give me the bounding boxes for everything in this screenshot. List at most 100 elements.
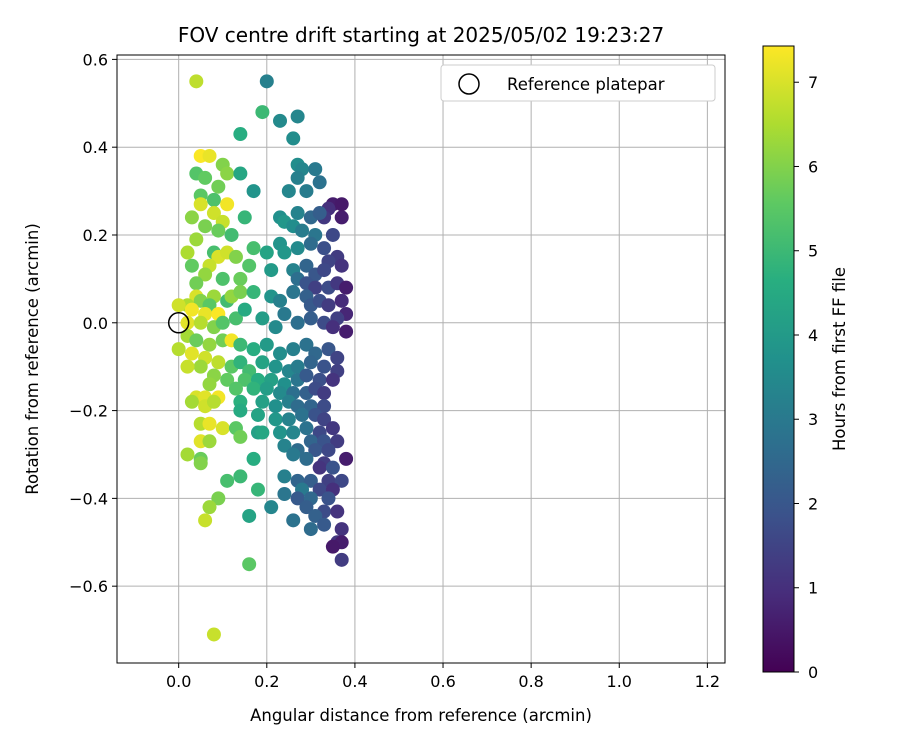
chart-title: FOV centre drift starting at 2025/05/02 … [178, 23, 664, 47]
data-point [290, 359, 305, 374]
data-point [317, 412, 332, 427]
data-point [215, 421, 230, 436]
data-point [233, 271, 248, 286]
data-point [198, 170, 213, 185]
data-point [321, 342, 336, 357]
colorbar-tick-label: 5 [808, 242, 818, 261]
data-point [295, 407, 310, 422]
data-point [255, 355, 270, 370]
data-point [180, 447, 195, 462]
data-point [259, 381, 274, 396]
data-point [325, 227, 340, 242]
data-point [299, 184, 314, 199]
data-point [303, 522, 318, 537]
x-tick-label: 0.4 [342, 672, 367, 691]
data-point [264, 263, 279, 278]
data-point [303, 236, 318, 251]
colorbar-tick-label: 6 [808, 157, 818, 176]
data-point [211, 179, 226, 194]
data-point [273, 386, 288, 401]
data-point [312, 206, 327, 221]
data-point [277, 438, 292, 453]
data-point [259, 337, 274, 352]
data-point [220, 166, 235, 181]
data-point [339, 280, 354, 295]
data-point [290, 241, 305, 256]
data-point [193, 456, 208, 471]
y-tick-label: −0.4 [69, 489, 108, 508]
data-point [312, 460, 327, 475]
data-point [242, 557, 257, 572]
data-point [290, 109, 305, 124]
data-point [246, 285, 261, 300]
data-point [255, 425, 270, 440]
data-point [184, 258, 199, 273]
data-point [281, 184, 296, 199]
data-point [290, 170, 305, 185]
data-point [317, 517, 332, 532]
data-point [325, 539, 340, 554]
legend-marker-reference [458, 73, 480, 95]
data-point [308, 162, 323, 177]
data-point [184, 394, 199, 409]
data-point [273, 113, 288, 128]
data-point [330, 434, 345, 449]
data-point [325, 421, 340, 436]
data-point [299, 337, 314, 352]
data-point [233, 469, 248, 484]
data-point [281, 412, 296, 427]
data-point [224, 227, 239, 242]
data-point [250, 482, 265, 497]
data-point [308, 280, 323, 295]
x-tick-label: 0.0 [166, 672, 191, 691]
data-point [202, 434, 217, 449]
data-point [286, 131, 301, 146]
data-point [202, 337, 217, 352]
data-point [246, 451, 261, 466]
data-point [193, 315, 208, 330]
colorbar-tick-label: 2 [808, 494, 818, 513]
data-point [277, 307, 292, 322]
data-point [180, 245, 195, 260]
data-point [277, 469, 292, 484]
x-tick-label: 1.0 [607, 672, 632, 691]
data-point [215, 315, 230, 330]
data-point [242, 258, 257, 273]
x-tick-label: 1.2 [695, 672, 720, 691]
data-point [255, 394, 270, 409]
data-point [299, 368, 314, 383]
data-point [268, 399, 283, 414]
data-point [189, 74, 204, 89]
data-point [325, 320, 340, 335]
data-point [171, 298, 186, 313]
legend-box [440, 64, 716, 102]
data-point [184, 302, 199, 317]
colorbar-tick-label: 4 [808, 326, 818, 345]
x-axis-ticks: 0.0 0.2 0.4 0.6 0.8 1.0 1.2 [166, 663, 720, 691]
data-point [206, 192, 221, 207]
data-point [242, 508, 257, 523]
data-point [237, 372, 252, 387]
data-point [228, 381, 243, 396]
data-point [312, 482, 327, 497]
data-point [202, 416, 217, 431]
data-point [259, 74, 274, 89]
data-point [299, 421, 314, 436]
colorbar-gradient [762, 45, 795, 673]
data-point [233, 429, 248, 444]
data-point [211, 491, 226, 506]
data-point [299, 500, 314, 515]
data-point [330, 350, 345, 365]
data-point [246, 184, 261, 199]
data-point [237, 302, 252, 317]
y-tick-label: 0.6 [83, 50, 108, 69]
data-point [303, 311, 318, 326]
colorbar: 0 1 2 3 4 5 6 7 Hours from first FF file [762, 45, 849, 682]
data-point [202, 148, 217, 163]
colorbar-ticks: 0 1 2 3 4 5 6 7 [794, 73, 818, 682]
data-point [339, 324, 354, 339]
y-tick-label: 0.0 [83, 314, 108, 333]
data-point [334, 210, 349, 225]
legend-label-reference: Reference platepar [507, 75, 665, 94]
data-point [246, 381, 261, 396]
